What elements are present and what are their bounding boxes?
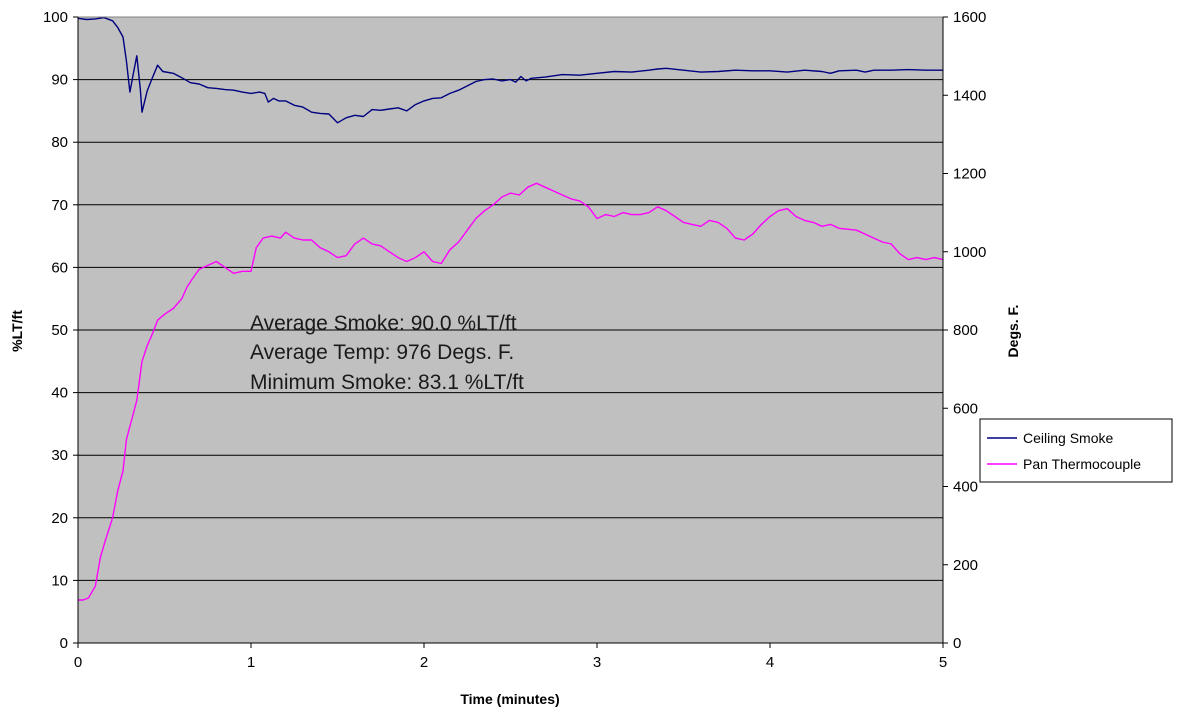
- right-tick-label: 400: [953, 479, 978, 496]
- left-tick-label: 60: [51, 259, 68, 276]
- right-axis-title: Degs. F.: [1005, 305, 1021, 358]
- right-tick-label: 200: [953, 557, 978, 574]
- left-tick-label: 90: [51, 72, 68, 89]
- left-tick-label: 50: [51, 322, 68, 339]
- x-tick-label: 2: [420, 654, 428, 671]
- right-tick-label: 1400: [953, 87, 986, 104]
- legend: Ceiling Smoke Pan Thermocouple: [979, 418, 1173, 483]
- series-line-pan-thermocouple: [78, 182, 944, 601]
- left-tick-label: 80: [51, 134, 68, 151]
- series-line-ceiling-smoke: [77, 16, 943, 124]
- x-tick-label: 3: [593, 654, 601, 671]
- annotation-box: Average Smoke: 90.0 %LT/ft Average Temp:…: [250, 312, 524, 394]
- annotation-average-smoke: Average Smoke: 90.0 %LT/ft: [250, 312, 517, 335]
- x-tick-label: 5: [939, 654, 947, 671]
- legend-box: [979, 418, 1173, 483]
- left-axis-title: %LT/ft: [9, 310, 25, 352]
- left-tick-label: 40: [51, 385, 68, 402]
- x-tick-label: 4: [766, 654, 774, 671]
- tick-labels: 0102030405060708090100020040060080010001…: [43, 9, 986, 671]
- legend-label-ceiling-smoke: Ceiling Smoke: [1023, 430, 1113, 446]
- x-axis-title: Time (minutes): [460, 691, 559, 707]
- x-tick-label: 1: [247, 654, 255, 671]
- annotation-minimum-smoke: Minimum Smoke: 83.1 %LT/ft: [250, 371, 524, 394]
- left-tick-label: 20: [51, 510, 68, 527]
- right-tick-label: 1000: [953, 244, 986, 261]
- x-tick-label: 0: [74, 654, 82, 671]
- right-tick-label: 1600: [953, 9, 986, 26]
- left-tick-label: 70: [51, 197, 68, 214]
- left-tick-label: 10: [51, 572, 68, 589]
- left-tick-label: 100: [43, 9, 68, 26]
- left-tick-label: 30: [51, 447, 68, 464]
- right-tick-label: 0: [953, 635, 961, 652]
- series-group: [77, 16, 944, 601]
- right-tick-label: 1200: [953, 166, 986, 183]
- left-tick-label: 0: [60, 635, 68, 652]
- legend-label-pan-thermocouple: Pan Thermocouple: [1023, 456, 1141, 472]
- axes: [73, 16, 948, 648]
- right-tick-label: 800: [953, 322, 978, 339]
- annotation-average-temp: Average Temp: 976 Degs. F.: [250, 341, 514, 364]
- right-tick-label: 600: [953, 400, 978, 417]
